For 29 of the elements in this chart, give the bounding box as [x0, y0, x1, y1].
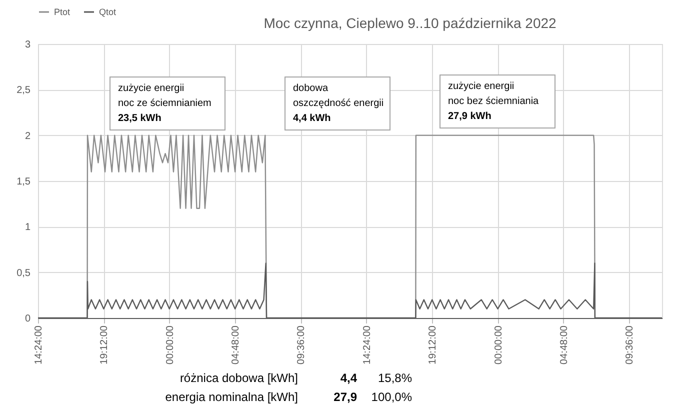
text: różnica dobowa [kWh] — [180, 371, 298, 385]
y-tick-label: 1,5 — [16, 176, 31, 188]
y-tick-label: 3 — [24, 40, 31, 50]
annotation: zużycie energii noc bez ściemniania 27,9 kWh — [448, 81, 540, 122]
chart-title: Moc czynna, Cieplewo 9..10 października 2022 — [264, 15, 557, 31]
x-tick-label: 14:24:00 — [362, 325, 373, 364]
x-tick-label: 09:36:00 — [624, 325, 636, 364]
x-tick-label: 09:36:00 — [296, 325, 308, 364]
text: 4,4 — [340, 371, 358, 385]
x-tick-label: 04:48:00 — [558, 325, 570, 364]
annotation: dobowa oszczędność energii 4,4 kWh — [293, 83, 384, 124]
x-tick-label: 14:24:00 — [34, 325, 44, 364]
x-tick-label: 04:48:00 — [230, 325, 242, 364]
annotation: zużycie energii noc ze ściemnianiem 23,5 kWh — [118, 83, 212, 124]
text: 15,8% — [378, 371, 412, 385]
y-tick-label: 1 — [24, 222, 31, 234]
legend-label: Ptot — [54, 7, 71, 17]
text: 100,0% — [371, 390, 412, 404]
y-tick-label: 0 — [24, 314, 31, 324]
text: 27,9 — [334, 390, 358, 404]
x-tick-label: 00:00:00 — [164, 325, 176, 364]
x-tick-label: 00:00:00 — [493, 325, 504, 364]
x-tick-label: 19:12:00 — [99, 325, 110, 364]
text: energia nominalna [kWh] — [165, 390, 298, 404]
legend-label: Qtot — [99, 7, 117, 17]
x-tick-label: 19:12:00 — [428, 325, 439, 364]
y-tick-label: 2,5 — [16, 85, 31, 96]
y-tick-label: 2 — [24, 130, 31, 142]
y-tick-label: 0,5 — [16, 268, 31, 279]
